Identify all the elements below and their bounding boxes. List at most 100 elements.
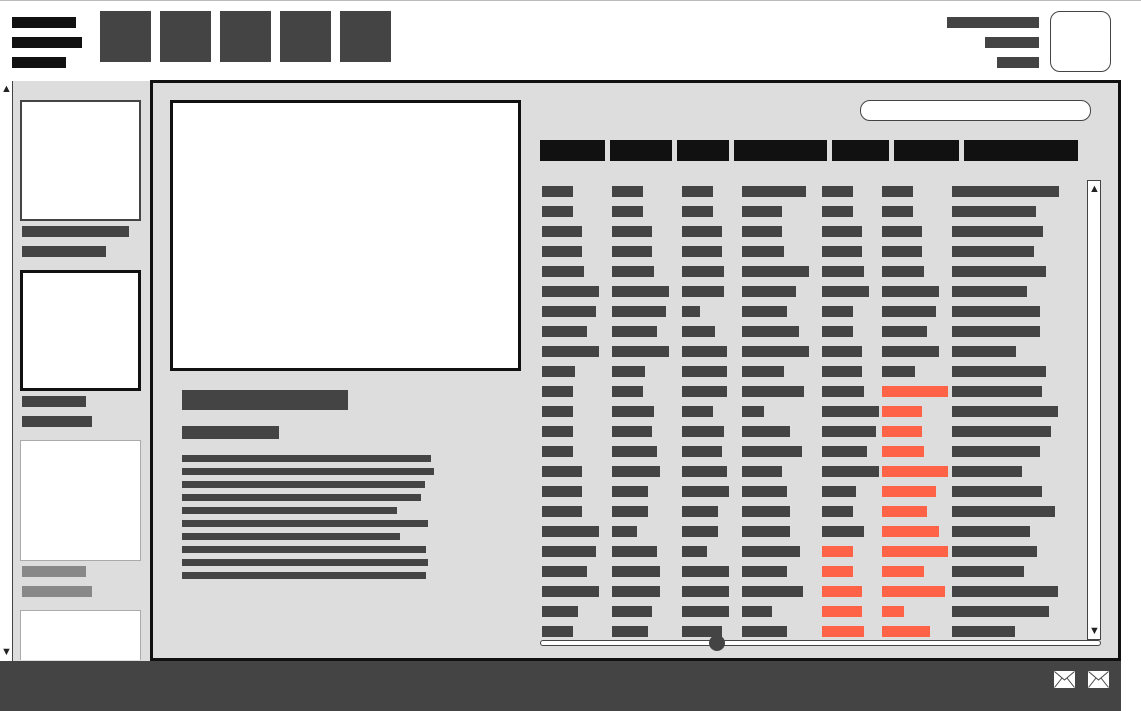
table-scrollbar[interactable]: ▲ ▼ (1087, 180, 1101, 640)
table-cell (682, 486, 729, 497)
table-cell (952, 486, 1042, 497)
preview-image (170, 100, 521, 371)
description-line (182, 494, 421, 501)
toolbar-tab-3[interactable] (220, 11, 271, 62)
table-cell (682, 206, 713, 217)
sidebar-item-3-thumbnail[interactable] (20, 440, 141, 561)
scroll-down-icon[interactable]: ▼ (1, 646, 12, 658)
table-cell (952, 546, 1037, 557)
table-cell (742, 406, 764, 417)
mail-icon (1088, 671, 1109, 688)
column-header[interactable] (540, 140, 605, 161)
table-cell (682, 566, 729, 577)
sidebar-item-4-thumbnail[interactable] (20, 610, 141, 660)
table-cell (542, 186, 573, 197)
table-cell (742, 186, 806, 197)
column-header[interactable] (894, 140, 959, 161)
table-cell (612, 566, 660, 577)
horizontal-scrollbar[interactable] (540, 640, 1101, 646)
table-cell (682, 226, 722, 237)
table-cell (542, 526, 599, 537)
table-cell (952, 446, 1040, 457)
table-cell (822, 366, 862, 377)
scroll-up-icon[interactable]: ▲ (1, 83, 12, 95)
table-cell (742, 226, 782, 237)
avatar[interactable] (1050, 11, 1111, 72)
column-header[interactable] (964, 140, 1078, 161)
table-cell (682, 606, 729, 617)
table-cell (542, 566, 587, 577)
logo-line-1 (12, 17, 76, 28)
table-cell (952, 466, 1022, 477)
table-cell (742, 506, 790, 517)
toolbar-tab-1[interactable] (100, 11, 151, 62)
table-cell (542, 386, 573, 397)
mail-button[interactable] (1087, 670, 1110, 689)
table-cell-highlighted (882, 506, 927, 517)
table-cell (822, 246, 862, 257)
table-cell (612, 186, 643, 197)
sidebar-item-1-thumbnail[interactable] (20, 100, 141, 221)
table-cell (822, 186, 853, 197)
table-cell (822, 526, 864, 537)
table-cell (682, 266, 724, 277)
table-cell (682, 386, 727, 397)
table-cell (822, 346, 862, 357)
table-cell (542, 346, 599, 357)
column-header[interactable] (832, 140, 889, 161)
table-cell (742, 286, 796, 297)
table-cell (882, 226, 922, 237)
table-cell-highlighted (822, 566, 853, 577)
table-cell (742, 326, 799, 337)
logo-line-2 (12, 37, 82, 48)
column-header[interactable] (610, 140, 672, 161)
table-cell (612, 306, 666, 317)
table-cell (742, 266, 809, 277)
table-cell (822, 386, 864, 397)
table-cell (952, 626, 1015, 637)
logo-line-3 (12, 57, 66, 68)
table-cell (952, 286, 1027, 297)
sidebar-scrollbar[interactable]: ▲ ▼ (0, 81, 13, 661)
table-cell (742, 346, 809, 357)
table-cell (822, 266, 864, 277)
column-header[interactable] (734, 140, 827, 161)
table-cell (742, 566, 787, 577)
table-cell (742, 546, 800, 557)
table-cell-highlighted (822, 606, 862, 617)
table-cell (612, 426, 652, 437)
column-header[interactable] (677, 140, 729, 161)
table-cell-highlighted (882, 626, 930, 637)
toolbar-tab-2[interactable] (160, 11, 211, 62)
sidebar-item-1-title (22, 226, 129, 237)
toolbar-tab-5[interactable] (340, 11, 391, 62)
search-input[interactable] (860, 100, 1091, 121)
mail-icon (1054, 671, 1075, 688)
table-cell-highlighted (882, 446, 924, 457)
table-cell (542, 406, 573, 417)
table-cell (682, 346, 727, 357)
table-cell (542, 546, 596, 557)
table-cell (952, 426, 1051, 437)
scroll-down-icon[interactable]: ▼ (1089, 625, 1100, 637)
horizontal-scroll-handle[interactable] (709, 635, 725, 651)
toolbar-tab-4[interactable] (280, 11, 331, 62)
table-cell (612, 326, 657, 337)
description-line (182, 468, 434, 475)
table-cell (682, 426, 724, 437)
table-cell-highlighted (822, 546, 853, 557)
table-cell (542, 626, 573, 637)
table-cell-highlighted (882, 546, 948, 557)
table-cell-highlighted (882, 426, 922, 437)
table-cell (682, 326, 715, 337)
table-cell (612, 406, 654, 417)
table-cell (742, 446, 802, 457)
table-cell (952, 246, 1034, 257)
table-cell (542, 206, 573, 217)
mail-button[interactable] (1053, 670, 1076, 689)
detail-title (182, 390, 348, 410)
sidebar-item-2-thumbnail-selected[interactable] (20, 270, 141, 391)
scroll-up-icon[interactable]: ▲ (1089, 183, 1100, 195)
table-cell (612, 386, 643, 397)
table-cell-highlighted (882, 526, 939, 537)
